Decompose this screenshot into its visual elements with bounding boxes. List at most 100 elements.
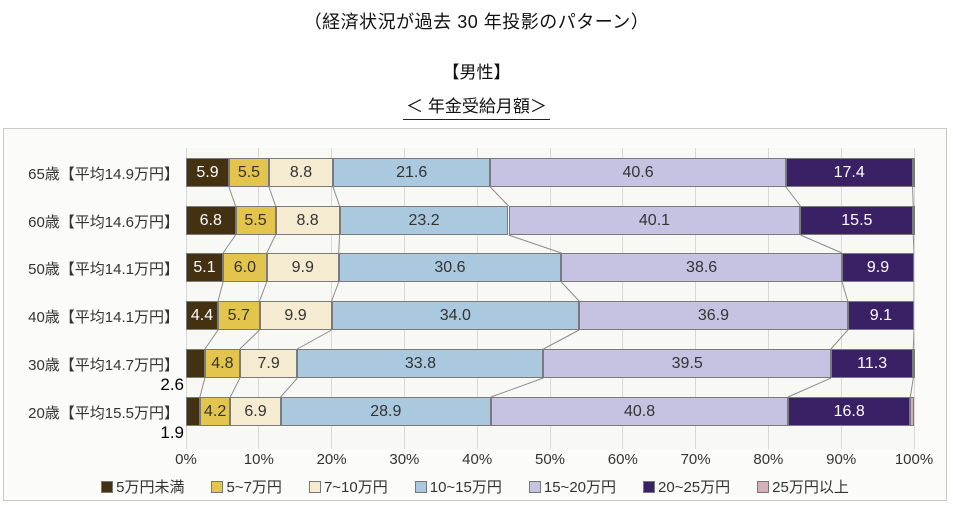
legend-swatch (643, 480, 656, 493)
bar-segment (910, 397, 914, 426)
segment-value-label: 9.9 (866, 258, 890, 276)
bar-segment: 30.6 (338, 253, 562, 282)
category-label: 65歳【平均14.9万円】 (28, 166, 179, 183)
axis-tick-label: 90% (826, 451, 857, 468)
segment-value-label: 30.6 (434, 258, 466, 276)
segment-value-label: 9.9 (284, 306, 307, 324)
segment-value-label: 15.5 (841, 211, 873, 229)
segment-value-label: 34.0 (439, 306, 471, 324)
bar-segment: 33.8 (297, 349, 544, 378)
category-label: 60歳【平均14.6万円】 (28, 214, 179, 231)
category-label: 30歳【平均14.7万円】 (28, 357, 179, 374)
gridline (476, 148, 478, 449)
axis-tick-label: 50% (534, 451, 566, 468)
segment-value-label: 7.9 (257, 354, 280, 372)
legend-item: 5~7万円 (211, 476, 282, 497)
bar-segment: 40.1 (508, 206, 801, 235)
segment-value-label: 6.9 (244, 402, 267, 420)
bar-segment: 5.1 (186, 253, 224, 282)
title-gender: 【男性】 (442, 63, 511, 82)
bar-segment: 38.6 (561, 253, 842, 282)
bar-segment: 6.0 (223, 253, 267, 282)
gridline (403, 148, 405, 449)
segment-value-label: 8.8 (289, 163, 313, 181)
segment-value-label: 6.0 (233, 258, 257, 276)
bar-segment: 16.8 (788, 397, 911, 426)
bar-segment: 21.6 (333, 158, 491, 187)
bar-segment: 4.4 (186, 301, 219, 330)
segment-value-label: 40.1 (638, 211, 671, 229)
bar-segment: 9.1 (847, 301, 914, 330)
segment-value-label: 38.6 (686, 258, 718, 276)
segment-value-label: 4.4 (190, 306, 214, 324)
bar-segment: 6.9 (230, 397, 281, 426)
bar-segment: 17.4 (785, 158, 913, 187)
segment-value-label: 9.1 (869, 306, 892, 324)
category-label: 40歳【平均14.1万円】 (28, 309, 179, 326)
axis-tick-label: 100% (894, 451, 934, 468)
legend-label: 7~10万円 (323, 479, 388, 496)
bar-segment (186, 397, 200, 426)
segment-value-label: 5.7 (227, 306, 250, 324)
bar-segment: 28.9 (280, 397, 492, 426)
legend: 5万円未満 5~7万円 7~10万円 10~15万円 15~20万円 20~25万円 25万… (4, 476, 946, 497)
legend-label: 5万円未満 (116, 479, 185, 496)
legend-label: 25万円以上 (772, 479, 849, 496)
segment-value-label: 4.8 (211, 354, 234, 372)
title-pattern: （経済状況が過去 30 年投影のパターン） (303, 12, 650, 32)
bar-segment: 34.0 (331, 301, 580, 330)
bar-segment: 5.7 (218, 301, 260, 330)
segment-value-label: 40.8 (623, 402, 656, 420)
bar-segment: 8.8 (275, 206, 340, 235)
legend-label: 10~15万円 (429, 479, 502, 496)
legend-swatch (308, 480, 321, 493)
legend-item: 7~10万円 (308, 476, 388, 497)
gridline (549, 148, 551, 449)
segment-value-label: 5.5 (244, 211, 267, 229)
bar-segment (913, 349, 916, 378)
legend-label: 15~20万円 (543, 479, 617, 496)
outside-value-label: 2.6 (160, 375, 184, 394)
segment-value-label: 6.8 (199, 211, 222, 229)
segment-value-label: 33.8 (404, 354, 436, 372)
bar-segment (912, 158, 915, 187)
gridline (840, 148, 842, 449)
bar-segment: 40.6 (490, 158, 786, 187)
axis-tick-label: 40% (462, 451, 493, 468)
axis-tick-label: 80% (753, 451, 784, 468)
bar-segment: 5.9 (186, 158, 229, 187)
segment-value-label: 9.9 (291, 258, 314, 276)
segment-value-label: 5.9 (196, 163, 219, 181)
segment-value-label: 4.2 (203, 402, 227, 420)
segment-value-label: 23.2 (408, 211, 440, 229)
axis-tick-label: 10% (243, 451, 274, 468)
bar-segment: 11.3 (831, 349, 914, 378)
bar-segment: 4.8 (204, 349, 240, 378)
segment-value-label: 11.3 (857, 354, 888, 372)
segment-value-label: 21.6 (396, 163, 428, 181)
gridline (913, 148, 915, 449)
legend-swatch (528, 480, 541, 493)
bar-segment: 40.8 (491, 397, 789, 426)
bar-segment: 36.9 (579, 301, 848, 330)
legend-item: 10~15万円 (414, 476, 502, 497)
gridline (695, 148, 697, 449)
bar-segment: 23.2 (339, 206, 509, 235)
bar-segment: 5.5 (228, 158, 269, 187)
axis-tick-label: 70% (680, 451, 711, 468)
segment-value-label: 39.5 (671, 354, 703, 372)
legend-label: 5~7万円 (226, 479, 282, 496)
axis-tick-label: 0% (175, 451, 197, 468)
segment-value-label: 5.1 (193, 258, 216, 276)
legend-item: 25万円以上 (757, 476, 849, 497)
bar-segment: 4.2 (199, 397, 231, 426)
bar-segment: 39.5 (543, 349, 831, 378)
segment-value-label: 28.9 (370, 402, 402, 420)
segment-value-label: 16.8 (833, 402, 865, 420)
legend-item: 20~25万円 (643, 476, 730, 497)
bar-segment (913, 206, 916, 235)
axis-tick-label: 20% (316, 451, 347, 468)
legend-swatch (211, 480, 224, 493)
bar-segment: 5.5 (235, 206, 276, 235)
legend-item: 15~20万円 (528, 476, 617, 497)
